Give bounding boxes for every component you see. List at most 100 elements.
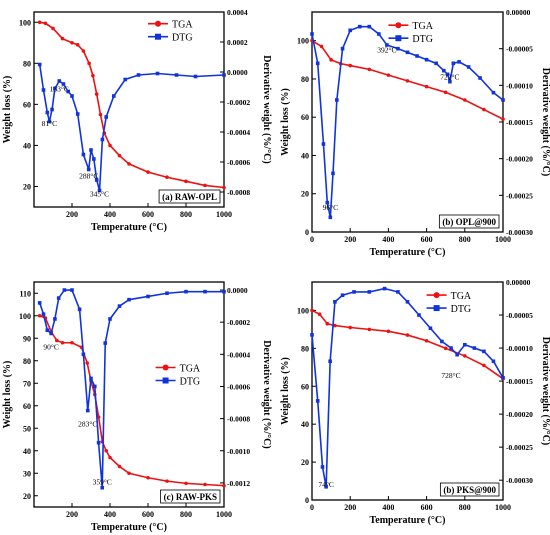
- tga-data-point: [333, 323, 337, 328]
- tga-data-point: [405, 79, 410, 83]
- dtg-data-point: [325, 200, 330, 205]
- tga-data-point: [43, 21, 48, 26]
- legend-marker: [395, 35, 402, 42]
- x-tick-label: 400: [382, 503, 394, 512]
- tga-data-point: [463, 354, 467, 358]
- peak-annotation: 728°C: [441, 371, 460, 380]
- legend-label: TGA: [412, 21, 433, 32]
- tga-data-point: [117, 153, 122, 158]
- x-tick-label: 400: [104, 510, 116, 519]
- panel-label-box: [438, 214, 500, 229]
- dtg-data-point: [396, 290, 400, 294]
- panel-4: 0 200 400 600 800 1000 0 20 40 60 80 100 0.00000 -0.0…: [280, 278, 550, 526]
- x-tick-label: 0: [310, 235, 314, 244]
- peak-annotation: 90°C: [43, 343, 59, 352]
- dtg-data-point: [348, 28, 352, 33]
- y-right-tick-label: -0.00025: [506, 443, 533, 452]
- dtg-data-point: [62, 288, 67, 292]
- legend-label: DTG: [451, 304, 472, 315]
- y-right-tick-label: -0.0004: [227, 350, 250, 359]
- y-left-tick-label: 60: [23, 402, 31, 411]
- x-tick-label: 200: [344, 503, 356, 512]
- x-tick-label: 800: [459, 235, 471, 244]
- tga-data-point: [55, 338, 59, 343]
- dtg-data-point: [45, 328, 50, 333]
- x-tick-label: 600: [142, 210, 154, 219]
- dtg-data-point: [49, 331, 53, 336]
- panel-label-box: [160, 489, 221, 504]
- tga-data-point: [70, 340, 74, 345]
- dtg-data-point: [92, 157, 96, 161]
- dtg-data-point: [85, 408, 90, 413]
- y-right-tick-label: -0.0006: [227, 382, 250, 391]
- y-left-tick-label: 40: [301, 420, 309, 429]
- dtg-data-point: [478, 76, 482, 80]
- y-right-tick-label: -0.00020: [506, 410, 533, 419]
- y-right-tick-label: -0.0002: [227, 98, 250, 107]
- dtg-data-point: [81, 152, 86, 157]
- y-left-axis-title: Weight loss (%): [280, 357, 291, 425]
- dtg-data-point: [472, 346, 477, 350]
- y-left-tick-label: 80: [23, 357, 31, 366]
- peak-annotation: 96°C: [323, 203, 339, 212]
- tga-data-point: [91, 73, 95, 78]
- tga-data-point: [367, 327, 372, 332]
- tga-data-point: [60, 36, 65, 41]
- x-tick-label: 600: [421, 235, 433, 244]
- legend-marker: [155, 20, 161, 27]
- tga-data-point: [75, 43, 80, 47]
- y-right-tick-label: -0.0002: [227, 318, 250, 327]
- tga-data-point: [386, 329, 391, 334]
- tga-data-point: [70, 40, 74, 45]
- dtg-data-point: [457, 60, 461, 64]
- y-left-tick-label: 0: [305, 228, 309, 237]
- tga-data-point: [104, 448, 108, 453]
- dtg-data-point: [417, 313, 421, 317]
- panel-label-box: [439, 482, 500, 497]
- dtg-data-point: [324, 484, 328, 489]
- legend-label: DTG: [172, 33, 193, 44]
- dtg-data-point: [86, 167, 91, 172]
- x-tick-label: 600: [421, 503, 433, 512]
- dtg-data-point: [123, 77, 127, 82]
- dtg-data-point: [441, 68, 446, 73]
- tga-data-point: [165, 479, 169, 483]
- tga-data-point: [319, 44, 324, 49]
- y-left-tick-label: 40: [23, 141, 31, 150]
- y-right-tick-label: -0.0008: [227, 188, 250, 197]
- y-left-tick-label: 20: [301, 458, 309, 467]
- peak-annotation: 345°C: [90, 190, 109, 199]
- dtg-data-point: [415, 54, 419, 58]
- tga-data-point: [81, 49, 86, 53]
- dtg-data-point: [103, 341, 108, 345]
- x-tick-label: 1000: [216, 210, 232, 219]
- dtg-data-point: [53, 86, 57, 91]
- y-right-tick-label: -0.00005: [506, 45, 533, 54]
- tga-data-point: [348, 325, 353, 330]
- tga-data-point: [108, 455, 112, 460]
- y-right-tick-label: 0.00000: [506, 8, 531, 17]
- dtg-data-point: [193, 74, 198, 79]
- legend-label: TGA: [451, 291, 472, 302]
- dtg-data-point: [482, 349, 486, 354]
- y-left-tick-label: 90: [23, 334, 31, 343]
- y-left-tick-label: 50: [23, 424, 31, 433]
- y-right-tick-label: -0.0010: [227, 447, 250, 456]
- dtg-data-point: [100, 137, 105, 142]
- dtg-data-point: [97, 188, 102, 193]
- tga-data-point: [60, 340, 65, 345]
- y-left-tick-label: 110: [19, 289, 31, 298]
- y-right-tick-label: 0.0000: [227, 286, 248, 295]
- tga-data-point: [85, 361, 89, 365]
- legend: TGA DTG: [155, 364, 201, 388]
- legend-label: TGA: [172, 20, 193, 31]
- dtg-data-point: [405, 50, 410, 55]
- y-right-tick-label: -0.0008: [227, 415, 250, 424]
- dtg-data-point: [41, 88, 46, 92]
- panel-label: (a) RAW-OPL: [162, 192, 217, 202]
- tga-data-point: [405, 333, 410, 337]
- y-left-tick-label: 40: [23, 447, 31, 456]
- tga-data-point: [146, 170, 150, 174]
- dtg-data-point: [466, 65, 471, 69]
